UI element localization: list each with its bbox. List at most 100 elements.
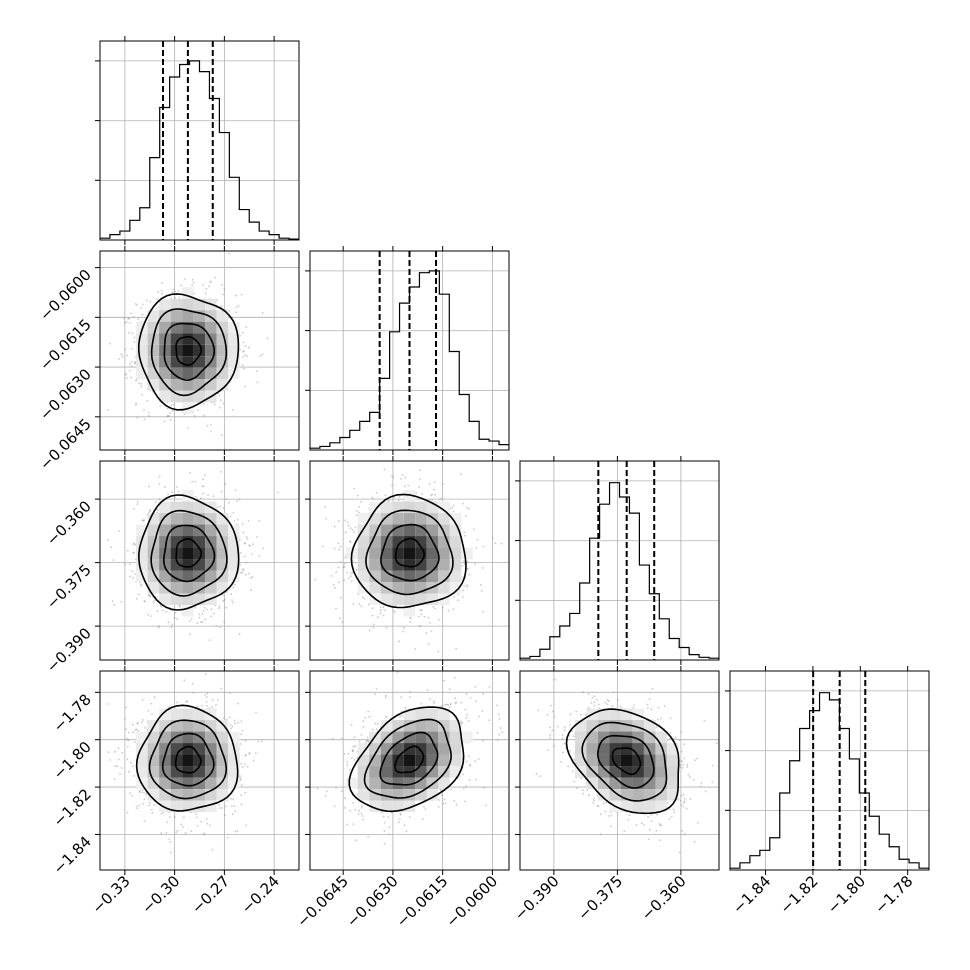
scatter-point bbox=[346, 571, 348, 574]
scatter-point bbox=[173, 616, 176, 619]
scatter-point bbox=[362, 726, 365, 728]
scatter-point bbox=[234, 810, 237, 812]
scatter-point bbox=[444, 703, 447, 706]
scatter-point bbox=[220, 434, 223, 436]
scatter-point bbox=[235, 294, 237, 297]
scatter-point bbox=[134, 741, 137, 744]
contour-0 bbox=[174, 745, 202, 774]
scatter-point bbox=[141, 393, 144, 396]
scatter-point bbox=[160, 832, 163, 835]
scatter-point bbox=[632, 706, 635, 709]
scatter-point bbox=[137, 729, 140, 732]
density-cell bbox=[170, 570, 183, 583]
scatter-point bbox=[235, 311, 238, 314]
scatter-point bbox=[561, 737, 564, 739]
panel-frame bbox=[99, 40, 300, 241]
scatter-point bbox=[457, 599, 460, 602]
scatter-point bbox=[190, 617, 193, 620]
density-cell bbox=[159, 570, 171, 583]
density-cell bbox=[170, 513, 183, 525]
scatter-point bbox=[444, 802, 447, 805]
density-cell bbox=[415, 789, 427, 801]
density-cell bbox=[182, 524, 194, 537]
scatter-point bbox=[384, 821, 386, 824]
scatter-point bbox=[221, 283, 223, 286]
density-cell bbox=[228, 559, 240, 571]
density-cell bbox=[426, 559, 439, 571]
scatter-point bbox=[148, 415, 150, 417]
density-cell bbox=[403, 536, 416, 548]
scatter-point bbox=[409, 617, 412, 619]
density-cell bbox=[147, 582, 160, 594]
density-cell bbox=[136, 731, 148, 744]
density-cell bbox=[170, 310, 183, 322]
scatter-point bbox=[461, 596, 464, 598]
scatter-point bbox=[134, 729, 137, 732]
scatter-point bbox=[337, 542, 340, 544]
scatter-point bbox=[213, 612, 215, 615]
scatter-point bbox=[337, 520, 340, 523]
scatter-point bbox=[680, 804, 683, 806]
scatter-point bbox=[178, 605, 181, 607]
panel-frame bbox=[309, 250, 510, 451]
scatter-point bbox=[610, 814, 613, 817]
scatter-point bbox=[372, 626, 375, 629]
density-cell bbox=[380, 593, 393, 606]
scatter-point bbox=[340, 737, 343, 739]
scatter-point bbox=[433, 702, 436, 704]
scatter-point bbox=[443, 798, 446, 801]
panel-frame bbox=[519, 670, 720, 871]
scatter-point bbox=[209, 281, 212, 284]
scatter-point bbox=[468, 755, 470, 758]
density-cell bbox=[426, 731, 439, 744]
scatter-point bbox=[648, 828, 651, 831]
scatter-point bbox=[669, 732, 672, 735]
density-cell bbox=[403, 754, 416, 767]
scatter-point bbox=[209, 824, 211, 827]
density-cell bbox=[216, 310, 229, 322]
scatter-point bbox=[186, 700, 189, 703]
x-tick-label: −0.27 bbox=[188, 872, 233, 917]
scatter-point bbox=[141, 789, 144, 791]
density-cell bbox=[147, 789, 160, 801]
scatter-point bbox=[192, 281, 195, 284]
scatter-point bbox=[153, 696, 156, 699]
density-cell bbox=[147, 379, 160, 391]
density-cell bbox=[415, 743, 427, 755]
density-cell bbox=[136, 367, 148, 380]
scatter-point bbox=[118, 530, 121, 532]
scatter-point bbox=[352, 802, 355, 804]
scatter-point bbox=[384, 694, 387, 697]
scatter-point bbox=[332, 584, 335, 586]
scatter-point bbox=[240, 803, 243, 806]
scatter-point bbox=[703, 720, 706, 722]
density-cell bbox=[574, 731, 587, 744]
scatter-point bbox=[234, 489, 237, 492]
scatter-point bbox=[159, 405, 162, 407]
histogram-1 bbox=[310, 270, 509, 450]
scatter-point bbox=[592, 802, 595, 804]
scatter-point bbox=[154, 501, 157, 503]
scatter-point bbox=[133, 361, 136, 364]
scatter-point bbox=[477, 758, 480, 760]
scatter-point bbox=[258, 519, 261, 522]
scatter-point bbox=[683, 833, 686, 836]
panel-3-1: −0.0645−0.0630−0.0615−0.0600 bbox=[293, 666, 510, 931]
scatter-point bbox=[339, 617, 341, 620]
scatter-point bbox=[149, 802, 151, 804]
scatter-point bbox=[257, 740, 260, 743]
density-cell bbox=[216, 777, 229, 790]
density-cell bbox=[380, 743, 393, 755]
scatter-point bbox=[347, 752, 350, 755]
density-cell bbox=[147, 513, 160, 525]
scatter-point bbox=[191, 284, 194, 287]
scatter-point bbox=[611, 705, 614, 707]
scatter-point bbox=[147, 411, 150, 414]
scatter-point bbox=[569, 724, 572, 726]
scatter-point bbox=[140, 307, 142, 309]
density-cell bbox=[597, 789, 610, 801]
scatter-point bbox=[128, 331, 130, 334]
scatter-point bbox=[685, 807, 688, 810]
density-cell bbox=[193, 559, 206, 571]
density-cell bbox=[392, 570, 404, 583]
